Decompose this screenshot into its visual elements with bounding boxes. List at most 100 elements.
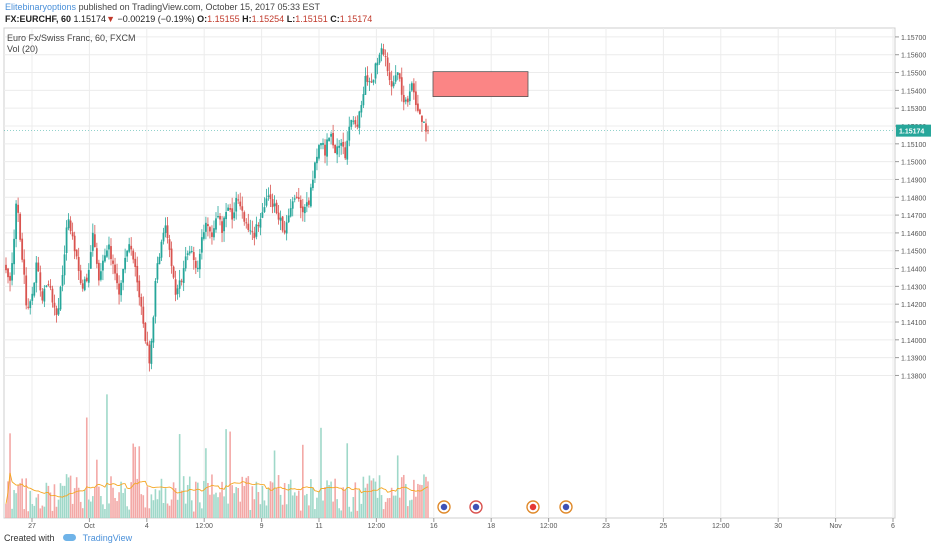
candle-body xyxy=(15,203,17,239)
volume-bar xyxy=(348,506,351,518)
volume-bar xyxy=(249,509,252,518)
candles xyxy=(5,43,429,372)
x-tick-label: 23 xyxy=(602,523,610,530)
volume-bar xyxy=(49,492,52,518)
candle-body xyxy=(414,91,417,106)
volume-bar xyxy=(400,477,403,518)
open-label: O: xyxy=(197,14,208,24)
x-tick-label: 9 xyxy=(260,523,264,530)
candle-body xyxy=(277,212,280,220)
volume-bar xyxy=(126,506,128,518)
candle-body xyxy=(360,105,363,113)
volume-bar xyxy=(378,475,381,518)
volume-bar xyxy=(330,481,332,518)
volume-bar xyxy=(174,488,177,518)
volume-ma-line xyxy=(5,472,429,504)
volume-bar xyxy=(241,476,244,518)
candle-body xyxy=(55,308,58,316)
volume-bar xyxy=(170,499,173,518)
candle-body xyxy=(283,230,286,233)
volume-bar xyxy=(190,500,193,518)
x-tick-label: 16 xyxy=(430,523,438,530)
candle-body xyxy=(219,216,221,220)
candle-body xyxy=(223,217,225,232)
volume-bar xyxy=(118,492,120,518)
candle-body xyxy=(102,260,104,271)
volume-bars xyxy=(5,394,429,518)
last-price-badge xyxy=(896,124,931,137)
candle-body xyxy=(104,255,106,262)
candle-body xyxy=(342,141,345,147)
last-price-label: 1.15174 xyxy=(899,129,924,136)
economic-event-icon-dot xyxy=(562,503,570,511)
x-tick-label: 12:00 xyxy=(195,523,213,530)
volume-bar xyxy=(394,495,397,518)
candle-body xyxy=(221,221,223,233)
volume-bar xyxy=(350,511,353,518)
candle-body xyxy=(316,156,318,164)
candle-body xyxy=(396,72,399,75)
volume-bar xyxy=(360,503,363,518)
tradingview-link[interactable]: TradingView xyxy=(82,533,133,543)
candle-body xyxy=(9,275,11,281)
volume-bar xyxy=(120,481,122,518)
candle-body xyxy=(85,277,88,282)
candle-body xyxy=(330,133,332,137)
candle-body xyxy=(243,212,246,222)
candle-body xyxy=(156,263,159,280)
candle-body xyxy=(150,340,153,364)
volume-bar xyxy=(291,495,294,518)
volume-bar xyxy=(289,479,292,518)
volume-bar xyxy=(63,485,66,518)
candle-body xyxy=(37,262,40,272)
author-link[interactable]: Elitebinaryoptions xyxy=(5,2,77,12)
volume-bar xyxy=(318,491,320,518)
volume-bar xyxy=(102,504,104,518)
y-tick-label: 1.14600 xyxy=(901,231,926,238)
volume-bar xyxy=(316,497,318,518)
candle-body xyxy=(120,282,122,296)
publish-text: published on TradingView.com, October 15… xyxy=(78,2,321,12)
candle-body xyxy=(21,238,24,260)
candle-body xyxy=(118,283,120,295)
volume-bar xyxy=(332,501,334,518)
candle-body xyxy=(130,245,133,250)
volume-bar xyxy=(235,487,237,518)
open-value: 1.15155 xyxy=(207,14,240,24)
candle-body xyxy=(239,201,242,207)
volume-bar xyxy=(364,487,367,518)
volume-bar xyxy=(207,482,209,518)
volume-bar xyxy=(388,497,391,518)
candle-body xyxy=(229,208,232,210)
volume-bar xyxy=(144,507,147,518)
volume-bar xyxy=(13,490,15,518)
volume-bar xyxy=(69,475,72,518)
candle-body xyxy=(99,271,102,280)
candle-body xyxy=(332,132,335,146)
volume-bar xyxy=(19,482,21,518)
volume-bar xyxy=(221,481,223,518)
candle-body xyxy=(192,252,195,261)
candle-body xyxy=(106,250,108,257)
candle-body xyxy=(281,216,284,231)
candle-body xyxy=(404,99,407,102)
volume-bar xyxy=(168,505,171,518)
candle-body xyxy=(376,62,379,66)
volume-bar xyxy=(338,508,340,518)
candle-body xyxy=(146,342,149,346)
created-with-text: Created with xyxy=(4,533,55,543)
volume-bar xyxy=(53,484,56,518)
volume-bar xyxy=(211,474,213,518)
volume-bar xyxy=(302,444,304,518)
candle-body xyxy=(419,109,421,115)
volume-bar xyxy=(336,499,338,518)
volume-bar xyxy=(425,476,427,518)
volume-bar xyxy=(15,493,17,518)
volume-bar xyxy=(421,485,423,518)
volume-bar xyxy=(334,478,336,518)
candle-body xyxy=(93,234,96,248)
y-tick-label: 1.15000 xyxy=(901,160,926,167)
y-tick-label: 1.14000 xyxy=(901,338,926,345)
candle-body xyxy=(309,187,312,207)
